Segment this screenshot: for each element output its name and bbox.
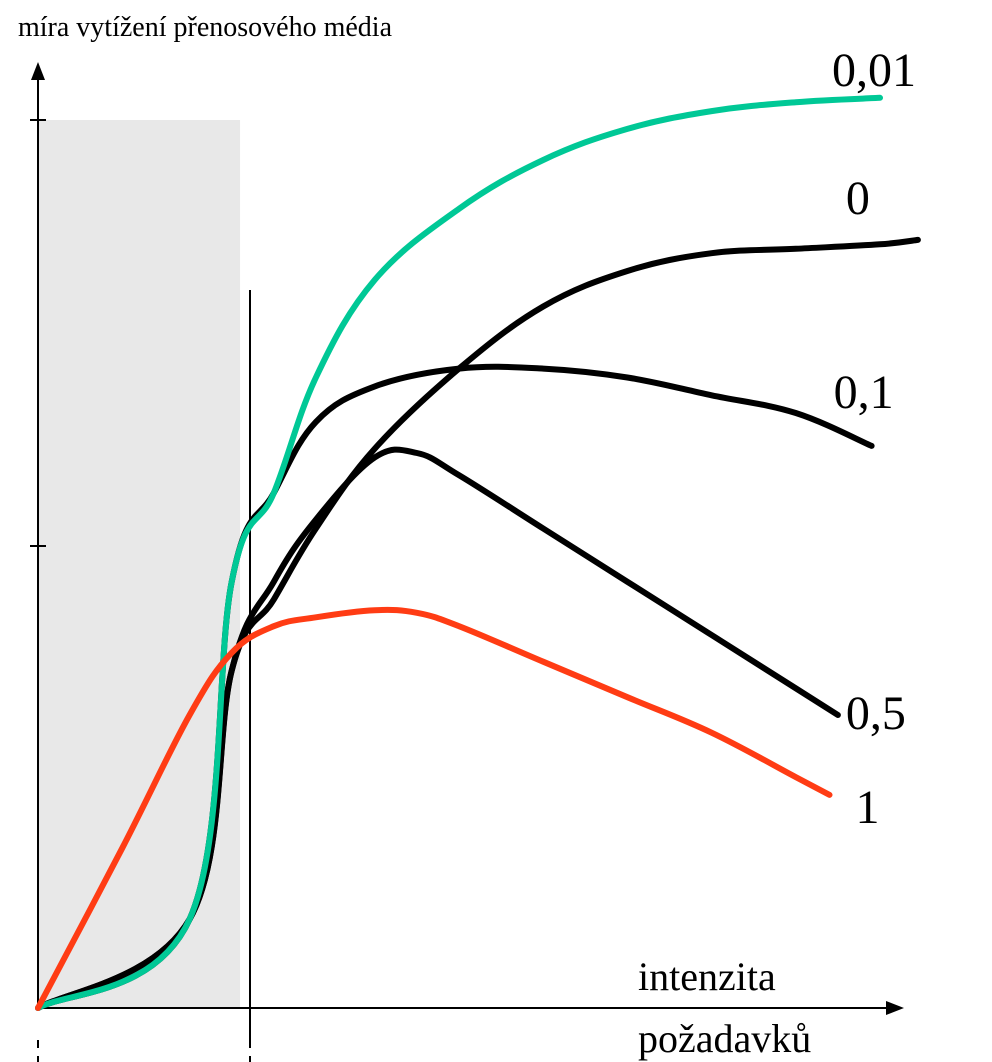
series-line-1 [35, 606, 833, 1011]
series-label-0-1: 0,1 [834, 366, 894, 419]
x-axis-arrow [886, 1001, 904, 1015]
axes [30, 62, 904, 1062]
x-axis-label-line1: intenzita [638, 954, 776, 999]
series-label-0-01: 0,01 [832, 44, 916, 97]
series-label-0: 0 [846, 172, 870, 225]
series-line-0-01 [35, 94, 883, 1011]
series-label-1: 1 [855, 781, 879, 834]
series-label-0-5: 0,5 [846, 687, 906, 740]
series-group: 0,01 0 0,1 0,5 1 [35, 44, 921, 1011]
y-axis-label: míra vytížení přenosového média [18, 12, 393, 43]
x-axis-label-line2: požadavků [638, 1016, 811, 1061]
series-line-0-5 [35, 446, 841, 1011]
y-axis-arrow [31, 62, 45, 80]
shaded-region [39, 120, 241, 1008]
